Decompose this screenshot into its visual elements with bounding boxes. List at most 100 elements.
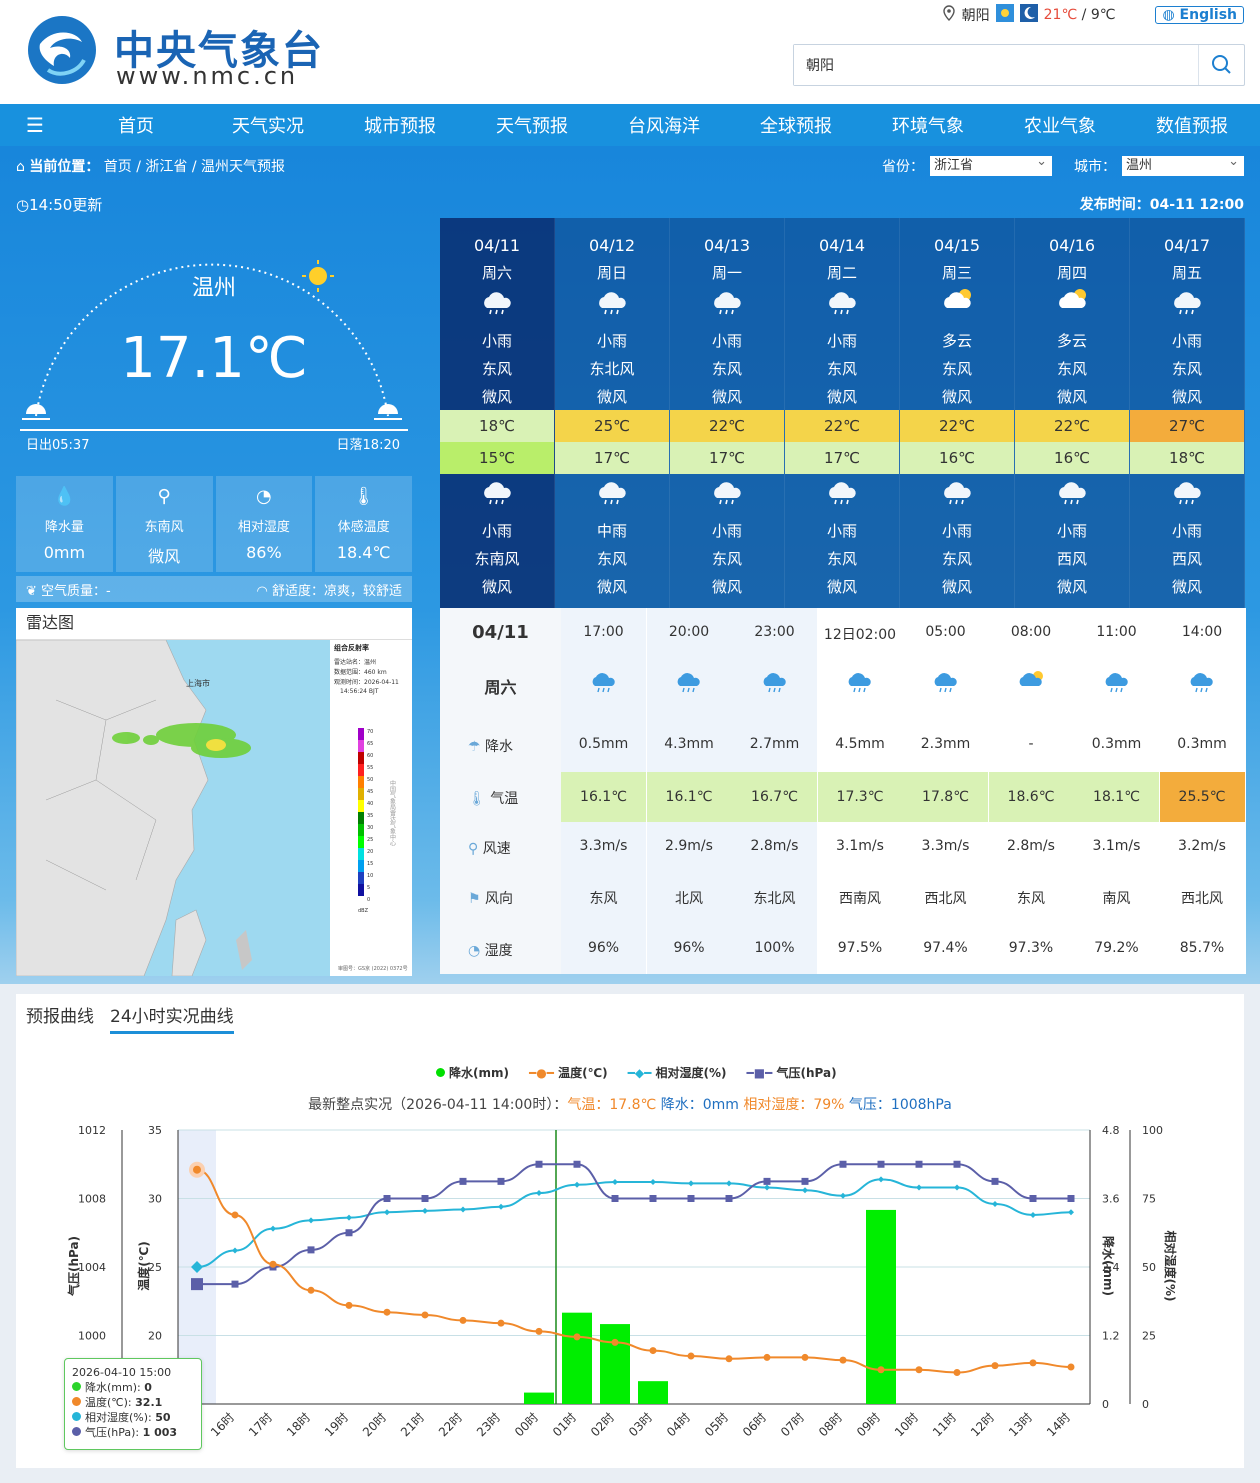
partly-cloudy-icon	[1059, 289, 1086, 308]
brand-url: www.nmc.cn	[116, 62, 299, 90]
legend-temp[interactable]: ━●━ 温度(℃)	[528, 1066, 608, 1080]
nav-numerical[interactable]: 数值预报	[1156, 116, 1228, 137]
cloud-rain-icon	[1174, 482, 1201, 505]
hour-temp: 18.1℃	[1074, 772, 1159, 822]
temp-point	[269, 1260, 277, 1268]
search-button[interactable]	[1198, 45, 1244, 85]
sun-icon	[302, 260, 334, 292]
day-5[interactable]: 04/15 周三 多云 东风 微风 22℃ 16℃ 小雨 东风 微风	[900, 218, 1015, 608]
hour-rain: 2.3mm	[920, 736, 971, 752]
province-select[interactable]: 浙江省	[930, 152, 1052, 176]
tick-rain: 1.2	[1102, 1330, 1120, 1343]
breadcrumb-prefix: 当前位置：	[29, 159, 100, 175]
radar-map[interactable]: 上海市 组合反射率 雷达站名：温州 数据范围：460 km 观测时间：2026-…	[15, 639, 412, 977]
top-location[interactable]: 朝阳	[961, 8, 990, 24]
cloud-rain-icon	[1190, 673, 1213, 693]
hour-humidity: 97.4%	[923, 940, 968, 956]
x-tick-label: 04时	[664, 1410, 693, 1439]
day-weekday: 周二	[826, 264, 857, 282]
svg-text:45: 45	[367, 789, 373, 795]
day-date: 04/16	[1048, 236, 1096, 255]
tab-forecast-curve[interactable]: 预报曲线	[26, 1007, 94, 1027]
hour-wind-dir: 东北风	[753, 891, 796, 907]
humidity-point	[612, 1179, 618, 1186]
current-temperature: 17.1℃	[120, 326, 308, 391]
temp-point	[801, 1353, 809, 1361]
humidity-point	[726, 1180, 732, 1187]
rain-bar	[600, 1324, 630, 1404]
tooltip-rain: 降水(mm): 0	[72, 1380, 194, 1395]
humidity-point	[191, 1261, 203, 1273]
x-tick-label: 22时	[436, 1410, 465, 1439]
nav-global-forecast[interactable]: 全球预报	[760, 116, 832, 137]
day-4[interactable]: 04/14 周二 小雨 东风 微风 22℃ 17℃ 小雨 东风 微风	[785, 218, 900, 608]
hour-col-2: 20:00 4.3mm 16.1℃ 2.9m/s 北风 96%	[646, 608, 732, 974]
nav-agriculture[interactable]: 农业气象	[1024, 116, 1096, 137]
legend-rain[interactable]: 降水(mm)	[436, 1064, 509, 1081]
tick-hum: 75	[1142, 1193, 1156, 1206]
day-high-temp: 22℃	[670, 410, 784, 442]
svg-text:15: 15	[367, 861, 373, 867]
tick-temp: 35	[148, 1124, 162, 1137]
legend-humidity[interactable]: ━◆━ 相对湿度(%)	[627, 1066, 727, 1080]
tick-rain: 4.8	[1102, 1124, 1120, 1137]
speed-row-label: ⚲ 风速	[468, 841, 511, 857]
top-temp-high: 21℃	[1043, 7, 1078, 23]
hour-col-8: 14:00 0.3mm 25.5℃ 3.2m/s 西北风 85.7%	[1159, 608, 1245, 974]
radar-panel: 雷达图 上海市 组合反射率 雷达站名：温州 数据范围：460 km 观测时间：2…	[15, 608, 412, 977]
nav-environment[interactable]: 环境气象	[892, 116, 964, 137]
menu-icon[interactable]: ☰	[26, 113, 44, 137]
day-7[interactable]: 04/17 周五 小雨 东风 微风 27℃ 18℃ 小雨 西风 微风	[1130, 218, 1245, 608]
day-wind-power: 微风	[481, 388, 512, 406]
nmc-logo[interactable]	[26, 14, 98, 86]
hour-wind-speed: 2.9m/s	[665, 838, 713, 854]
partly-cloudy-icon	[944, 289, 971, 308]
hour-temp: 18.6℃	[988, 772, 1074, 822]
day-low-temp: 16℃	[900, 442, 1014, 474]
temp-point	[535, 1327, 543, 1335]
day-wind-power: 微风	[1056, 388, 1087, 406]
nav-weather-forecast[interactable]: 天气预报	[496, 116, 568, 137]
hour-wind-speed: 2.8m/s	[750, 838, 799, 854]
nav-city-forecast[interactable]: 城市预报	[364, 116, 436, 137]
night-weather: 小雨	[1056, 522, 1087, 540]
breadcrumb-home[interactable]: 首页	[103, 159, 132, 175]
chart-panel: 预报曲线 24小时实况曲线 降水(mm) ━●━ 温度(℃) ━◆━ 相对湿度(…	[16, 994, 1244, 1468]
observation-chart[interactable]: 1012100810041000353025204.83.62.41.20100…	[16, 994, 1244, 1468]
day-low-temp: 15℃	[440, 442, 554, 474]
cloud-rain-icon	[934, 673, 957, 693]
hour-wind-dir: 西北风	[1181, 891, 1223, 907]
temp-point	[573, 1333, 581, 1341]
day-high-temp: 27℃	[1130, 410, 1244, 442]
day-2[interactable]: 04/12 周日 小雨 东北风 微风 25℃ 17℃ 中雨 东风 微风	[555, 218, 670, 608]
breadcrumb-current: 温州天气预报	[201, 159, 286, 175]
day-wind-dir: 东风	[1056, 360, 1087, 378]
city-select[interactable]: 温州	[1122, 152, 1244, 176]
humidity-point	[1068, 1209, 1074, 1216]
nav-observations[interactable]: 天气实况	[232, 116, 304, 137]
night-weather: 小雨	[941, 522, 972, 540]
hour-rain: -	[1028, 736, 1034, 752]
day-3[interactable]: 04/13 周一 小雨 东风 微风 22℃ 17℃ 小雨 东风 微风	[670, 218, 785, 608]
tick-temp: 20	[148, 1330, 162, 1343]
day-6[interactable]: 04/16 周四 多云 东风 微风 22℃ 16℃ 小雨 西风 微风	[1015, 218, 1130, 608]
nav-typhoon-ocean[interactable]: 台风海洋	[628, 116, 700, 137]
x-tick-label: 09时	[854, 1410, 883, 1439]
brand-name[interactable]: 中央气象台	[114, 28, 324, 74]
hour-rain: 4.5mm	[835, 736, 885, 752]
radar-color-scale	[358, 728, 364, 896]
day-1[interactable]: 04/11 周六 小雨 东风 微风 18℃ 15℃ 小雨 东南风 微风	[440, 218, 555, 608]
tab-24h-curve[interactable]: 24小时实况曲线	[110, 1002, 234, 1034]
legend-pressure[interactable]: ━■━ 气压(hPa)	[746, 1066, 837, 1080]
tooltip-temp: 温度(℃): 32.1	[72, 1395, 194, 1410]
search-input[interactable]	[794, 45, 1198, 85]
hour-rain: 0.5mm	[578, 736, 629, 752]
radar-range: 数据范围：460 km	[334, 668, 387, 676]
pressure-point	[307, 1246, 315, 1254]
breadcrumb-province[interactable]: 浙江省	[145, 159, 188, 175]
nav-home[interactable]: 首页	[118, 116, 154, 137]
stat-feels-like: 🌡 体感温度 18.4℃	[315, 476, 412, 572]
english-button[interactable]: ◍ English	[1155, 6, 1244, 24]
temp-point	[421, 1311, 429, 1319]
hour-wind-speed: 3.3m/s	[921, 838, 970, 854]
